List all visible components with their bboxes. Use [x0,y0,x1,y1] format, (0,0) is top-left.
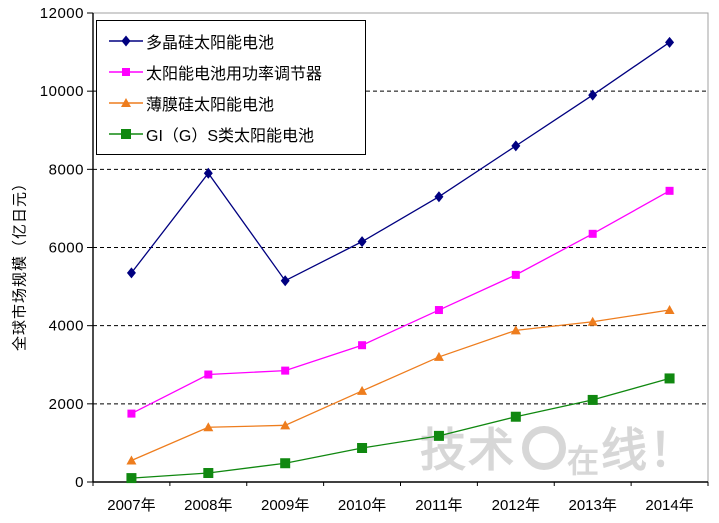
x-tick-label: 2012年 [492,497,540,514]
x-tick-label: 2009年 [261,497,309,514]
x-tick-label: 2010年 [338,497,386,514]
y-tick-label: 4000 [49,318,84,335]
x-tick-label: 2014年 [645,497,693,514]
x-tick-label: 2007年 [107,497,155,514]
watermark: 技术 在线！ [420,424,697,487]
legend-label: 多晶硅太阳能电池 [146,34,275,52]
y-tick-label: 12000 [40,5,84,22]
watermark-ring-icon [522,426,566,470]
y-axis: 0 2000 4000 6000 8000 10000 12000 [40,5,93,491]
y-axis-title: 全球市场规模（亿日元） [11,175,29,352]
legend-marker-diamond-icon [109,35,143,47]
watermark-text-zai: 在 [567,443,602,479]
legend-marker-square-icon [109,129,143,140]
series-0 [126,36,675,287]
legend-label: 薄膜硅太阳能电池 [146,97,275,115]
legend-marker-triangle-icon [109,98,143,108]
legend-marker-square-icon [109,67,143,76]
legend-item-polysilicon: 多晶硅太阳能电池 [109,29,365,53]
watermark-text-xian: 线 [601,424,650,476]
x-tick-label: 2011年 [415,497,462,514]
y-tick-label: 8000 [49,161,84,178]
y-tick-label: 6000 [49,240,84,257]
legend-item-power-conditioner: 太阳能电池用功率调节器 [109,60,365,84]
legend-item-thinfilm: 薄膜硅太阳能电池 [109,91,365,115]
x-tick-label: 2008年 [184,497,232,514]
series-1 [127,186,674,418]
y-tick-label: 2000 [49,396,84,413]
legend-label: GI（G）S类太阳能电池 [146,128,315,146]
legend-item-cigs: GI（G）S类太阳能电池 [109,122,365,146]
series-2 [126,305,675,465]
legend-label: 太阳能电池用功率调节器 [146,65,323,83]
watermark-text-bang: ！ [649,424,698,476]
legend: 多晶硅太阳能电池 太阳能电池用功率调节器 薄膜硅太阳能电池 GI（G）S类太阳能… [96,20,366,155]
y-tick-label: 0 [75,474,84,491]
gridlines [93,90,708,405]
x-axis: 2007年 2008年 2009年 2010年 2011年 2012年 2013年 2014年 [92,482,709,514]
x-tick-label: 2013年 [569,497,617,514]
y-tick-label: 10000 [40,83,84,100]
series-3 [126,373,675,484]
